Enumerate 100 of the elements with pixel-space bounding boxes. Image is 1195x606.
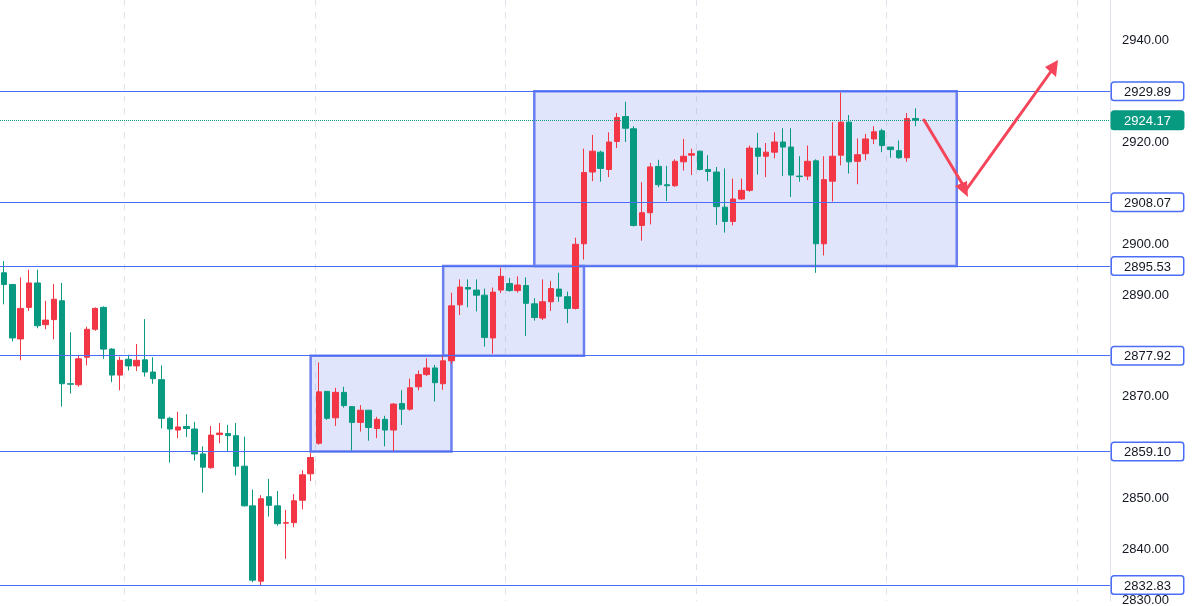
ref-line-label: 2924.17 (1124, 112, 1171, 128)
candlestick (813, 158, 819, 274)
candlestick (887, 146, 894, 159)
candlestick (283, 509, 289, 560)
candlestick (829, 121, 836, 203)
candlestick (514, 275, 521, 294)
candlestick (307, 452, 314, 482)
candlestick (117, 356, 123, 391)
candlestick (42, 300, 49, 330)
candlestick (448, 292, 455, 365)
candlestick (581, 148, 587, 261)
candlestick (763, 142, 769, 178)
candlestick (788, 127, 794, 198)
candlestick (539, 278, 546, 321)
candlestick (680, 138, 687, 171)
candlestick (208, 425, 214, 470)
candlestick (332, 387, 339, 427)
candlestick (697, 150, 703, 171)
candlestick (572, 237, 579, 310)
candlestick (531, 297, 538, 322)
y-tick-label: 2870.00 (1122, 388, 1169, 404)
candlestick (299, 469, 306, 510)
candlestick (109, 347, 115, 383)
candlestick (17, 276, 24, 361)
candlestick (324, 390, 330, 421)
candlestick (200, 445, 206, 494)
y-tick-label: 2920.00 (1122, 133, 1169, 149)
candlestick (142, 318, 148, 378)
candlestick (432, 364, 438, 403)
candlestick (258, 494, 264, 587)
candlestick (589, 134, 596, 182)
candlestick (374, 416, 380, 439)
candlestick (647, 162, 653, 225)
candlestick (216, 422, 223, 444)
candlestick (51, 283, 57, 340)
candlestick (655, 159, 662, 188)
candlestick (854, 137, 861, 185)
candlestick (780, 127, 786, 177)
ref-line-label: 2908.07 (1124, 194, 1171, 210)
y-tick-label: 2890.00 (1122, 286, 1169, 302)
candlestick (34, 269, 41, 329)
candlestick (390, 402, 397, 452)
candlestick (266, 478, 272, 518)
candlestick (75, 354, 82, 388)
candlestick (506, 277, 513, 293)
candlestick (821, 155, 827, 256)
candlestick (175, 411, 181, 439)
candlestick (341, 386, 347, 409)
candlestick (548, 280, 554, 312)
candlestick (614, 112, 620, 149)
candlestick (1, 260, 7, 305)
candlestick (167, 416, 173, 464)
candlestick (92, 306, 98, 332)
candlestick (490, 287, 496, 355)
candlestick (896, 139, 902, 160)
ref-line-label: 2877.92 (1124, 348, 1171, 364)
y-tick-label: 2840.00 (1122, 541, 1169, 557)
candlestick (838, 92, 844, 166)
candlestick (26, 269, 32, 312)
candlestick (225, 424, 231, 452)
candlestick (713, 166, 720, 226)
candlestick (556, 272, 562, 303)
candlestick (606, 131, 612, 178)
candlestick (722, 167, 728, 234)
candlestick (904, 112, 910, 163)
candlestick (879, 128, 885, 153)
candlestick (639, 181, 645, 242)
candlestick (597, 150, 604, 183)
y-tick-label: 2850.00 (1122, 490, 1169, 506)
candlestick (67, 331, 74, 394)
candlestick (158, 364, 165, 430)
candlestick (100, 305, 107, 360)
candlestick (705, 154, 711, 182)
candlestick (9, 283, 16, 342)
candlestick (150, 356, 156, 385)
candlestick (523, 276, 529, 337)
y-tick-label: 2830.00 (1122, 592, 1169, 606)
candlestick (871, 125, 877, 145)
ref-line-label: 2832.83 (1124, 577, 1171, 593)
ref-line-label: 2859.10 (1124, 443, 1171, 459)
y-tick-label: 2940.00 (1122, 32, 1169, 48)
candlestick (84, 326, 90, 366)
candlestick (399, 389, 405, 426)
candlestick (796, 155, 803, 183)
candlestick (133, 343, 140, 372)
candlestick (357, 404, 364, 433)
candlestick (771, 131, 778, 159)
candlestick (59, 282, 65, 408)
candlestick (862, 133, 869, 161)
candlestick (564, 291, 571, 324)
candlestick (465, 278, 471, 308)
candlestick (755, 132, 761, 176)
candlestick (664, 165, 670, 202)
candlestick (274, 490, 281, 527)
candlestick (365, 409, 372, 442)
candlestick (349, 405, 355, 451)
candlestick (407, 378, 413, 412)
candlestick (125, 354, 132, 371)
y-tick-label: 2900.00 (1122, 235, 1169, 251)
candlestick (688, 148, 695, 176)
